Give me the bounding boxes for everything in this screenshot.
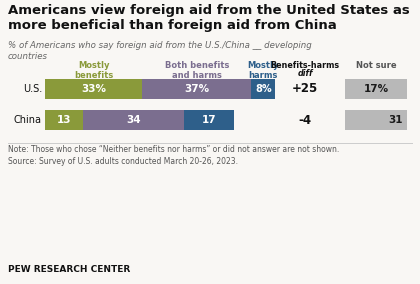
Bar <box>45 79 142 99</box>
Text: 8%: 8% <box>255 84 271 94</box>
Bar <box>184 110 234 130</box>
Bar <box>83 110 184 130</box>
Bar <box>45 110 83 130</box>
Text: 31: 31 <box>388 115 403 125</box>
Text: China: China <box>14 115 42 125</box>
Text: diff: diff <box>297 69 313 78</box>
Text: 37%: 37% <box>184 84 210 94</box>
Text: Not sure: Not sure <box>356 61 396 70</box>
Text: 13: 13 <box>57 115 71 125</box>
Text: % of Americans who say foreign aid from the U.S./China __ developing
countries: % of Americans who say foreign aid from … <box>8 41 312 61</box>
Text: Mostly
benefits: Mostly benefits <box>74 61 113 80</box>
Bar <box>252 79 275 99</box>
Text: +25: +25 <box>292 82 318 95</box>
Text: Both benefits
and harms: Both benefits and harms <box>165 61 229 80</box>
Text: Benefits-harms: Benefits-harms <box>270 61 339 70</box>
Bar <box>345 110 407 130</box>
Text: Note: Those who chose “Neither benefits nor harms” or did not answer are not sho: Note: Those who chose “Neither benefits … <box>8 145 339 166</box>
Text: U.S.: U.S. <box>23 84 42 94</box>
Text: PEW RESEARCH CENTER: PEW RESEARCH CENTER <box>8 265 130 274</box>
Bar <box>142 79 252 99</box>
Text: 17: 17 <box>201 115 216 125</box>
Text: Americans view foreign aid from the United States as
more beneficial than foreig: Americans view foreign aid from the Unit… <box>8 4 410 32</box>
Text: Mostly
harms: Mostly harms <box>247 61 279 80</box>
Text: 17%: 17% <box>363 84 389 94</box>
Text: 33%: 33% <box>81 84 106 94</box>
Text: 34: 34 <box>126 115 141 125</box>
Text: -4: -4 <box>299 114 312 126</box>
Bar <box>345 79 407 99</box>
